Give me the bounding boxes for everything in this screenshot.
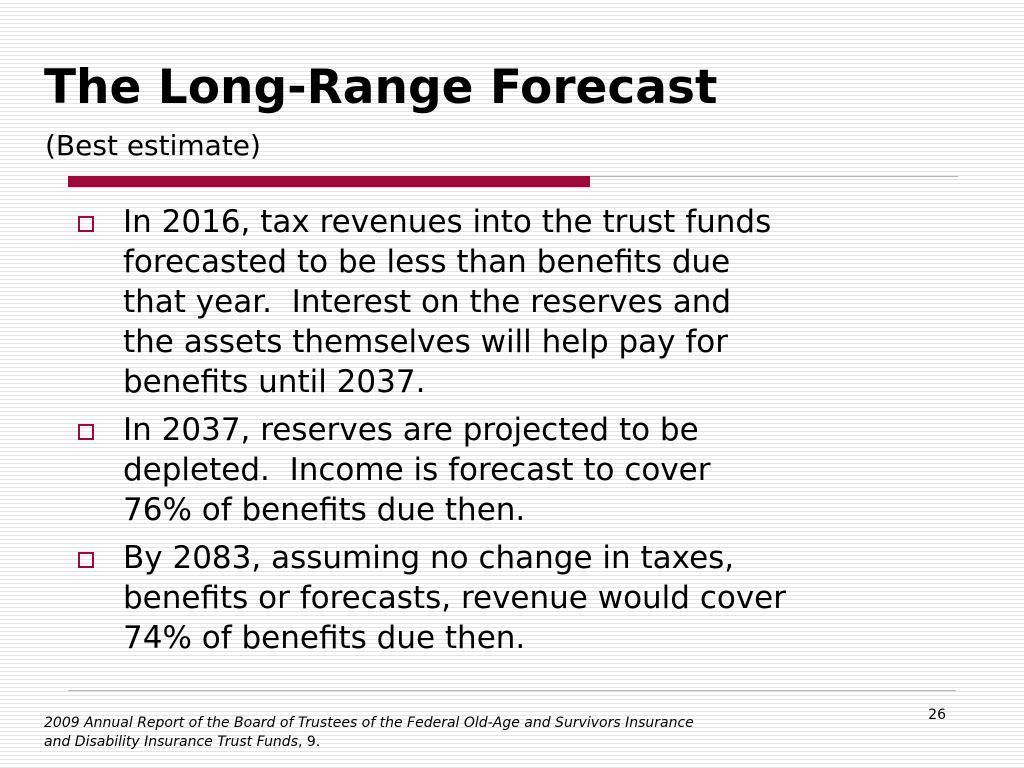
- bullet-list: In 2016, tax revenues into the trust fun…: [74, 202, 954, 666]
- page-number: 26: [928, 707, 946, 723]
- footnote-line-2: and Disability Insurance Trust Funds, 9.: [44, 733, 864, 752]
- hollow-square-bullet-icon: [78, 552, 94, 568]
- footnote-line-1: 2009 Annual Report of the Board of Trust…: [44, 715, 694, 731]
- bullet-text: By 2083, assuming no change in taxes, be…: [123, 538, 954, 658]
- bullet-line: depleted. Income is forecast to cover: [123, 452, 711, 488]
- footer-divider-line: [68, 690, 956, 691]
- slide-title: The Long-Range Forecast: [44, 60, 718, 115]
- bullet-line: forecasted to be less than benefits due: [123, 244, 731, 280]
- bullet-line: the assets themselves will help pay for: [123, 324, 728, 360]
- footnote: 2009 Annual Report of the Board of Trust…: [44, 714, 864, 752]
- title-accent-bar: [68, 176, 590, 187]
- hollow-square-bullet-icon: [78, 424, 94, 440]
- bullet-line: In 2037, reserves are projected to be: [123, 412, 699, 448]
- bullet-text: In 2016, tax revenues into the trust fun…: [123, 202, 954, 402]
- bullet-line: By 2083, assuming no change in taxes,: [123, 540, 735, 576]
- bullet-line: 74% of benefits due then.: [123, 620, 526, 656]
- footnote-source-title: and Disability Insurance Trust Funds: [44, 734, 298, 750]
- slide-subtitle: (Best estimate): [45, 129, 261, 162]
- bullet-item: By 2083, assuming no change in taxes, be…: [74, 538, 954, 658]
- bullet-line: In 2016, tax revenues into the trust fun…: [123, 204, 772, 240]
- bullet-line: 76% of benefits due then.: [123, 492, 526, 528]
- hollow-square-bullet-icon: [78, 216, 94, 232]
- bullet-item: In 2037, reserves are projected to be de…: [74, 410, 954, 530]
- bullet-line: that year. Interest on the reserves and: [123, 284, 732, 320]
- bullet-line: benefits until 2037.: [123, 364, 426, 400]
- footnote-page-ref: , 9.: [298, 734, 321, 750]
- bullet-line: benefits or forecasts, revenue would cov…: [123, 580, 787, 616]
- bullet-item: In 2016, tax revenues into the trust fun…: [74, 202, 954, 402]
- bullet-text: In 2037, reserves are projected to be de…: [123, 410, 954, 530]
